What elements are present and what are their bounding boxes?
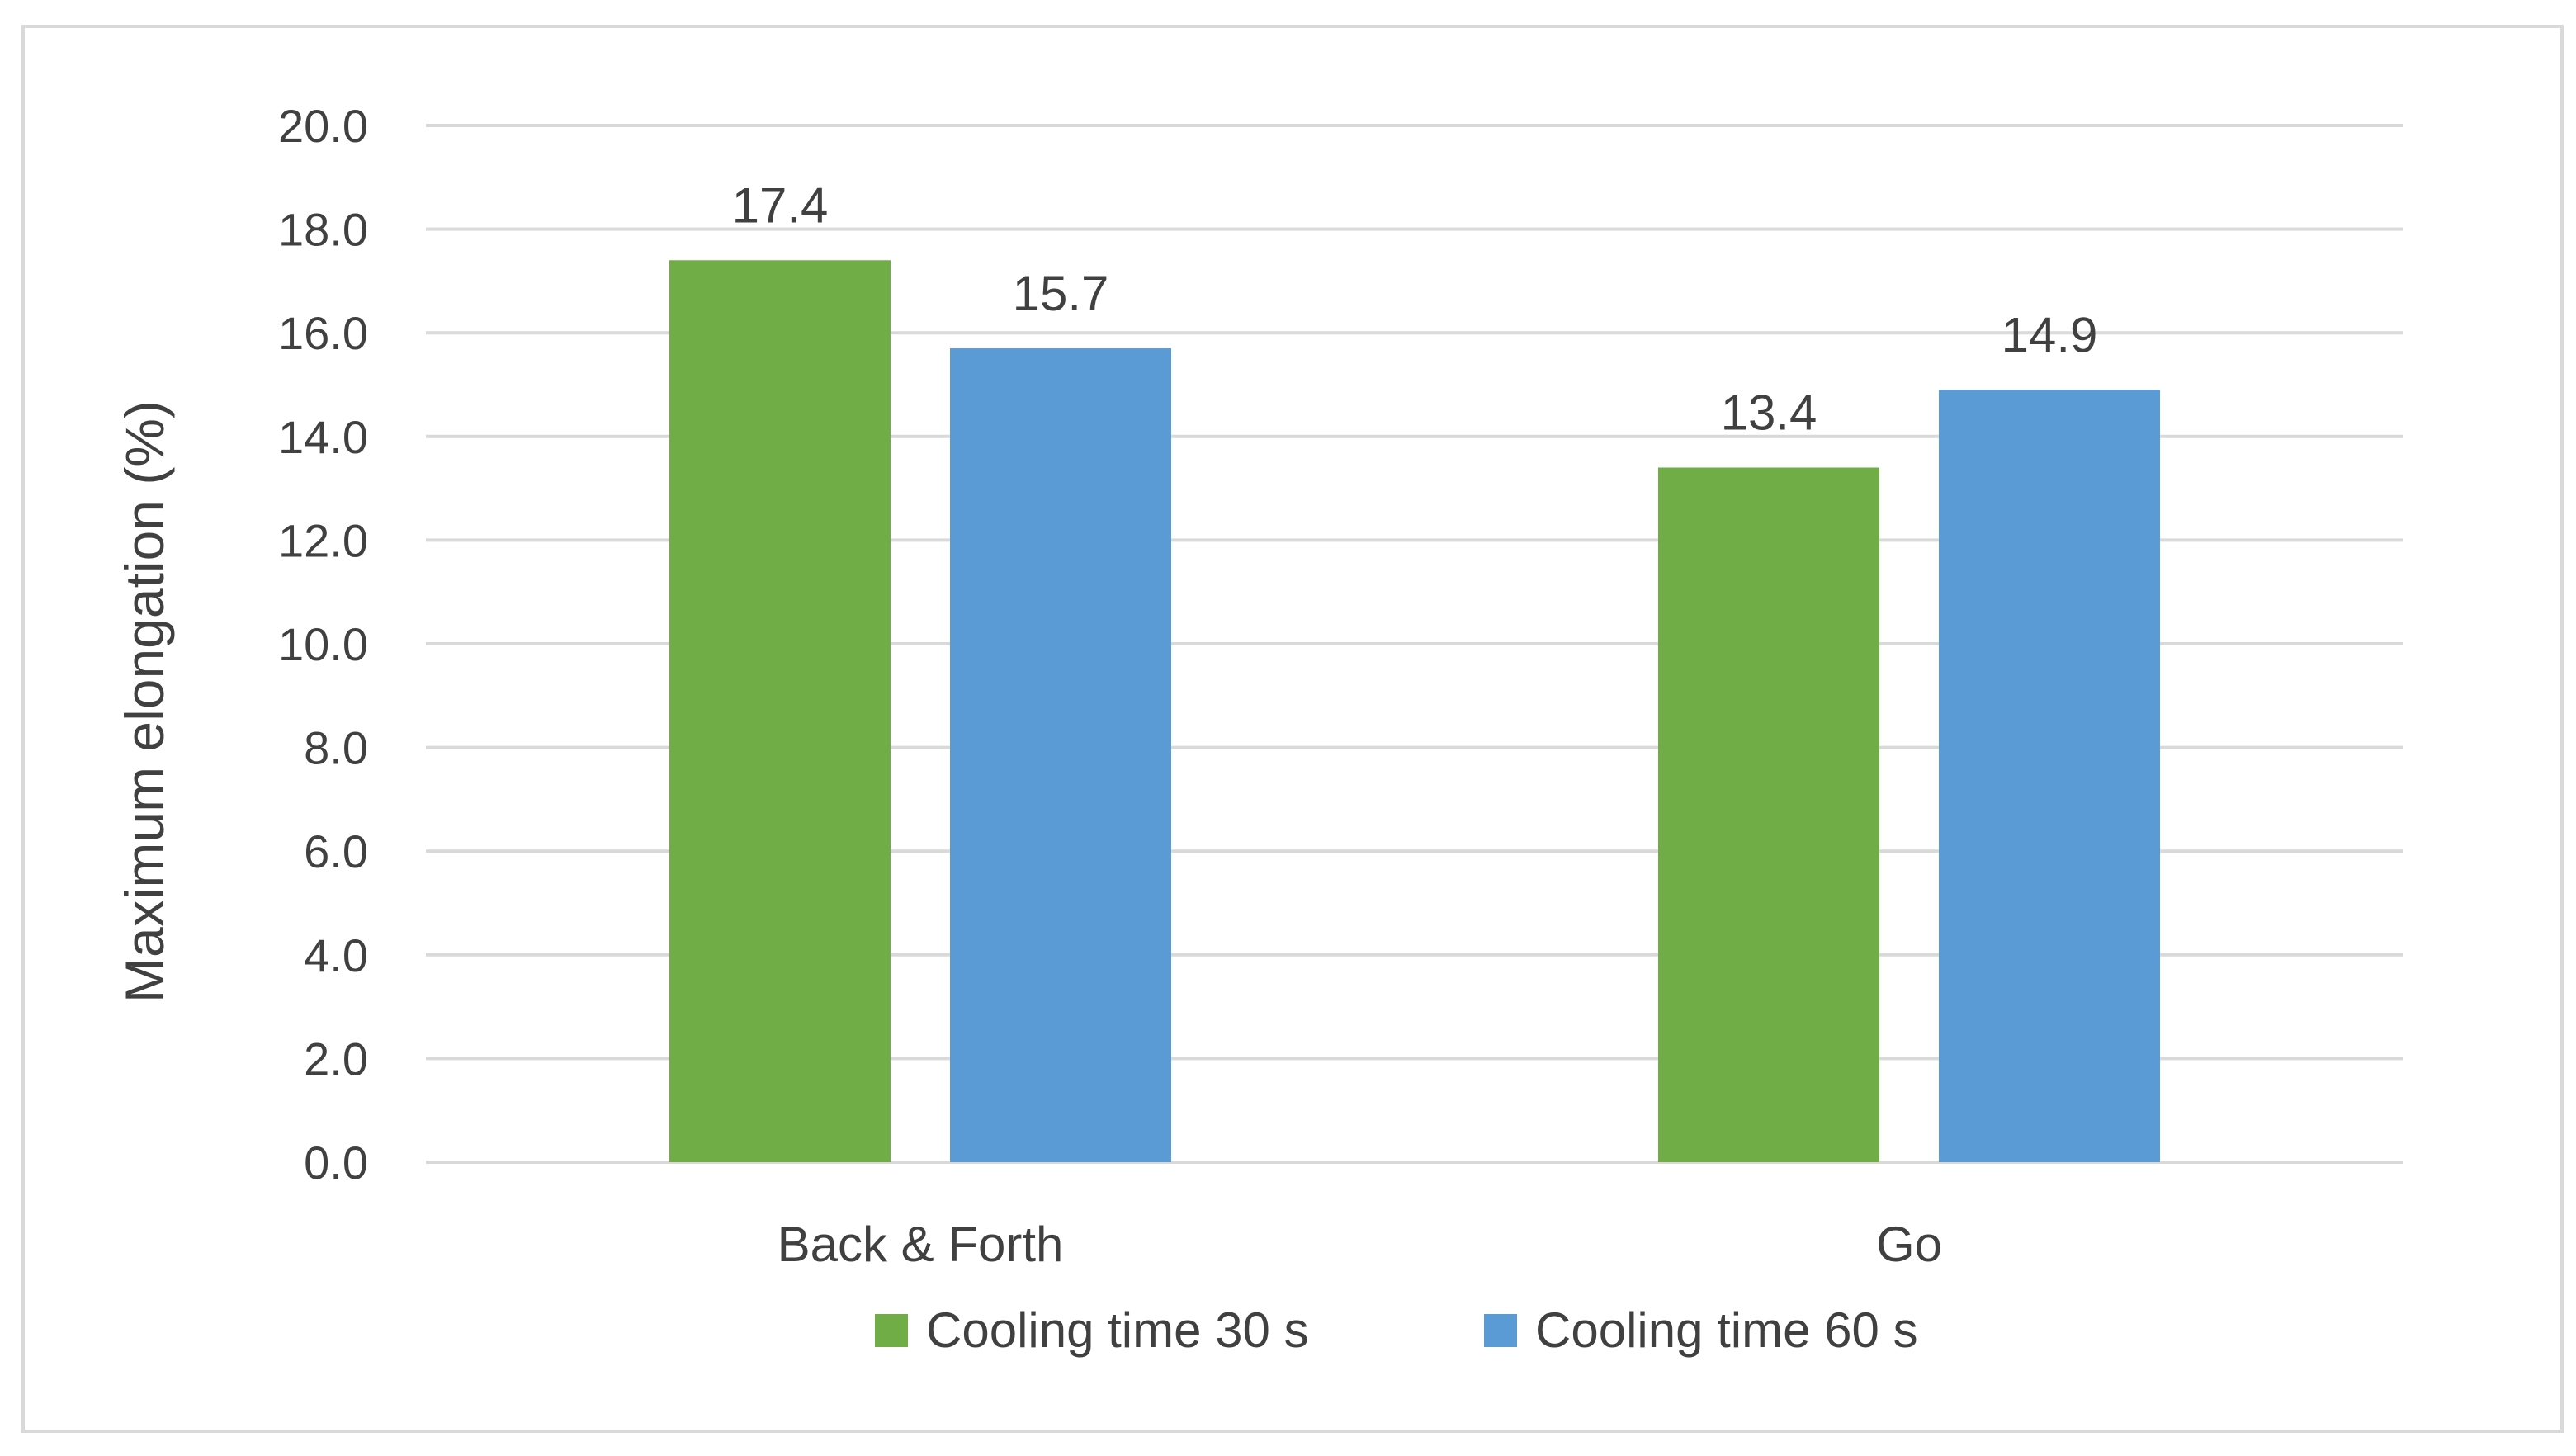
data-label: 13.4 (1721, 385, 1817, 440)
x-category-label: Go (1876, 1217, 1942, 1272)
legend-swatch (875, 1314, 908, 1347)
y-axis-ticks: 0.0 2.0 4.0 6.0 8.0 10.0 12.0 14.0 16.0 18.0 20.0 (278, 100, 368, 1189)
y-tick-label: 16.0 (278, 307, 368, 359)
y-tick-label: 4.0 (304, 929, 368, 981)
y-tick-label: 14.0 (278, 411, 368, 463)
y-tick-label: 8.0 (304, 722, 368, 774)
bar-cooling-60s (1939, 390, 2160, 1162)
data-labels: 17.4 15.7 13.4 14.9 (732, 177, 2098, 440)
legend-swatch (1484, 1314, 1517, 1347)
legend: Cooling time 30 s Cooling time 60 s (875, 1302, 1918, 1358)
legend-label: Cooling time 30 s (926, 1302, 1309, 1358)
bars (669, 260, 2160, 1162)
data-label: 17.4 (732, 177, 829, 233)
y-tick-label: 6.0 (304, 825, 368, 877)
bar-cooling-30s (1658, 467, 1879, 1162)
bar-cooling-60s (950, 348, 1171, 1162)
y-tick-label: 12.0 (278, 514, 368, 566)
x-category-label: Back & Forth (778, 1217, 1064, 1272)
data-label: 15.7 (1013, 266, 1109, 321)
y-axis-title: Maximum elongation (%) (114, 400, 175, 1003)
data-label: 14.9 (2002, 307, 2098, 362)
y-tick-label: 18.0 (278, 204, 368, 256)
legend-label: Cooling time 60 s (1535, 1302, 1918, 1358)
y-tick-label: 10.0 (278, 618, 368, 670)
y-tick-label: 0.0 (304, 1137, 368, 1189)
y-tick-label: 20.0 (278, 100, 368, 152)
y-tick-label: 2.0 (304, 1033, 368, 1085)
x-axis-categories: Back & Forth Go (778, 1217, 1942, 1272)
bar-cooling-30s (669, 260, 891, 1162)
